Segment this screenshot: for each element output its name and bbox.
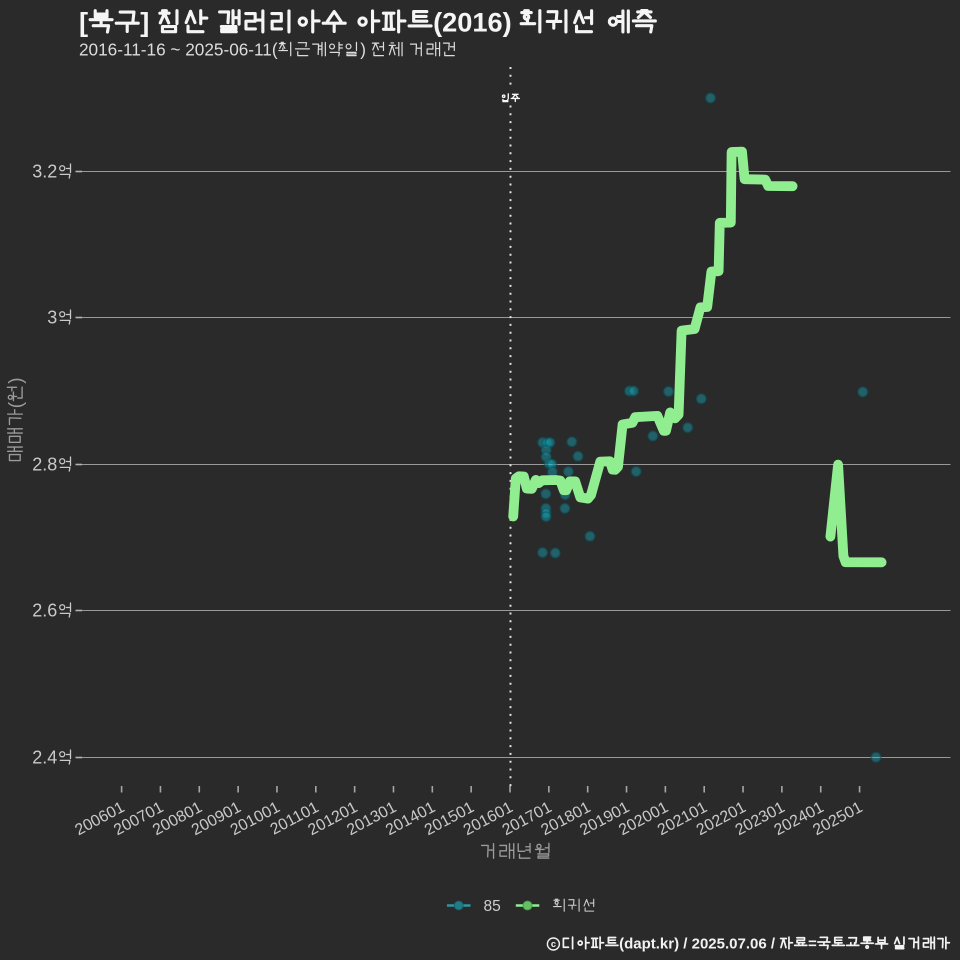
svg-text:2.8: 2.8 (32, 455, 57, 475)
svg-text:(2016): (2016) (433, 7, 512, 38)
svg-text:[: [ (79, 7, 88, 38)
svg-text:(: ( (6, 401, 27, 408)
svg-text:=: = (808, 936, 817, 953)
svg-text:(dapt.kr) / 2025.07.06 /: (dapt.kr) / 2025.07.06 / (619, 936, 776, 953)
svg-text:]: ] (140, 7, 149, 38)
svg-text:2016-11-16 ~ 2025-06-11(: 2016-11-16 ~ 2025-06-11( (79, 40, 278, 60)
svg-text:3: 3 (47, 308, 57, 328)
svg-text:): ) (360, 40, 366, 60)
svg-text:): ) (6, 377, 27, 383)
svg-text:c: c (551, 939, 556, 949)
svg-text:85: 85 (484, 898, 501, 915)
svg-text:2.6: 2.6 (32, 601, 57, 621)
svg-text:2.4: 2.4 (32, 748, 57, 768)
svg-text:3.2: 3.2 (32, 162, 57, 182)
